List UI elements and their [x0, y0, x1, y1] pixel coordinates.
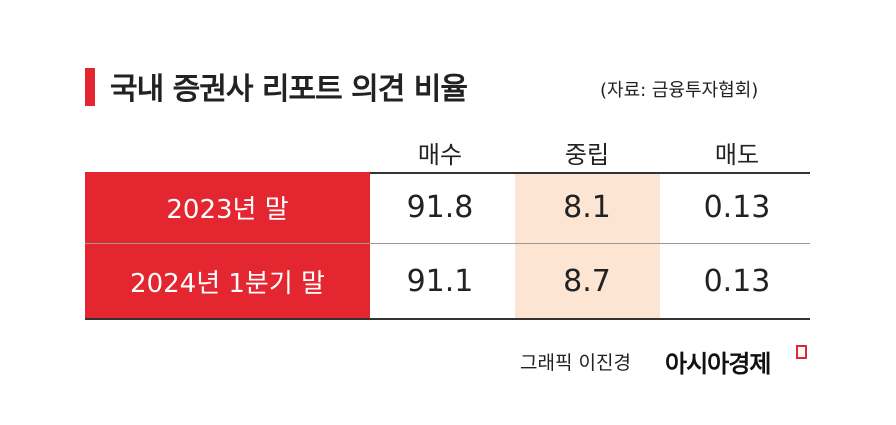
column-header: 매도	[714, 141, 760, 169]
brand: 아시아경제	[665, 350, 771, 378]
title-accent	[85, 68, 95, 106]
row-label: 2024년 1분기 말	[85, 244, 370, 318]
cell-value: 8.7	[563, 263, 611, 299]
brand-icon	[796, 345, 807, 359]
cell-value: 0.13	[703, 190, 771, 225]
column-header: 중립	[564, 141, 610, 169]
credit: 그래픽 이진경	[520, 352, 631, 374]
header-rule	[85, 172, 810, 174]
row-label: 2023년 말	[85, 172, 370, 243]
title: 국내 증권사 리포트 의견 비율	[110, 72, 468, 107]
cell-value: 91.8	[406, 190, 474, 225]
cell-value: 91.1	[406, 263, 474, 299]
source: (자료: 금융투자협회)	[600, 80, 759, 101]
cell-value: 0.13	[703, 263, 771, 299]
cell-value: 8.1	[563, 190, 611, 225]
column-header: 매수	[417, 141, 463, 169]
bottom-rule	[85, 318, 810, 320]
column-highlight	[515, 172, 660, 318]
row-rule	[85, 243, 810, 244]
